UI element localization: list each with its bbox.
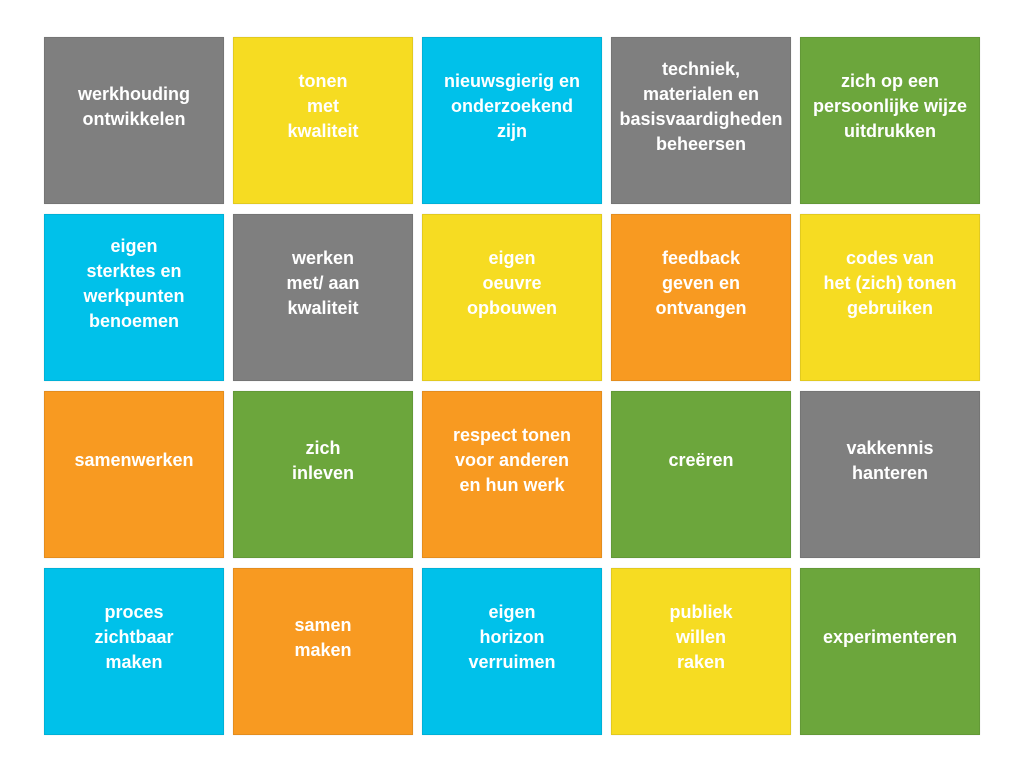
card-label: codes van het (zich) tonen gebruiken [823,248,957,318]
card-label: zich op een persoonlijke wijze uitdrukke… [812,71,968,141]
card-label: samenwerken [74,450,194,470]
card-label: nieuwsgierig en onderzoekend zijn [443,71,581,141]
card[interactable]: werkhouding ontwikkelen [44,37,224,204]
card-label: samen maken [294,614,352,660]
card-label: eigen sterktes en werkpunten benoemen [83,235,185,331]
card[interactable]: proces zichtbaar maken [44,568,224,735]
card-label: respect tonen voor anderen en hun werk [452,425,572,495]
card[interactable]: eigen horizon verruimen [422,568,602,735]
card[interactable]: feedback geven en ontvangen [611,214,791,381]
card[interactable]: experimenteren [800,568,980,735]
card-label: techniek, materialen en basisvaardighede… [619,58,783,154]
card[interactable]: publiek willen raken [611,568,791,735]
card[interactable]: samen maken [233,568,413,735]
card-label: eigen oeuvre opbouwen [467,248,557,318]
card-label: tonen met kwaliteit [287,71,359,141]
card[interactable]: zich op een persoonlijke wijze uitdrukke… [800,37,980,204]
card-label: werken met/ aan kwaliteit [286,248,360,318]
card-label: feedback geven en ontvangen [655,248,747,318]
card[interactable]: codes van het (zich) tonen gebruiken [800,214,980,381]
card-label: eigen horizon verruimen [468,602,556,672]
card-label: experimenteren [822,627,958,647]
card[interactable]: creëren [611,391,791,558]
card[interactable]: techniek, materialen en basisvaardighede… [611,37,791,204]
card[interactable]: werken met/ aan kwaliteit [233,214,413,381]
card-label: vakkennis hanteren [846,437,934,483]
card-label: werkhouding ontwikkelen [78,83,190,129]
card-label: proces zichtbaar maken [94,602,174,672]
card-label: creëren [668,450,734,470]
card[interactable]: vakkennis hanteren [800,391,980,558]
card[interactable]: nieuwsgierig en onderzoekend zijn [422,37,602,204]
card[interactable]: tonen met kwaliteit [233,37,413,204]
card[interactable]: eigen oeuvre opbouwen [422,214,602,381]
card[interactable]: zich inleven [233,391,413,558]
card-label: publiek willen raken [669,602,733,672]
card[interactable]: respect tonen voor anderen en hun werk [422,391,602,558]
card-label: zich inleven [291,437,355,483]
card[interactable]: samenwerken [44,391,224,558]
card-grid: werkhouding ontwikkelen tonen met kwalite… [44,37,980,735]
card[interactable]: eigen sterktes en werkpunten benoemen [44,214,224,381]
